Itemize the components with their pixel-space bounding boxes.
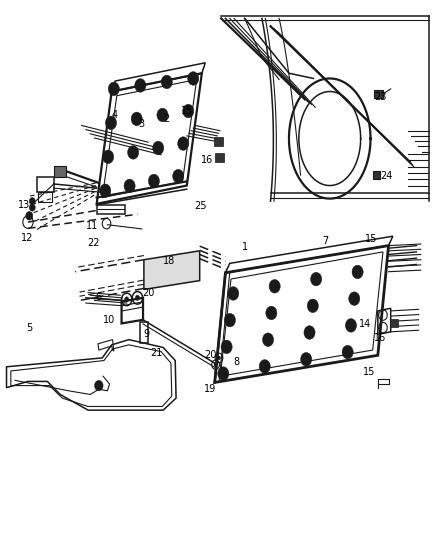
Circle shape — [152, 141, 164, 155]
Circle shape — [127, 146, 139, 159]
Text: 7: 7 — [322, 237, 328, 246]
Text: 21: 21 — [151, 348, 163, 358]
Text: 23: 23 — [374, 92, 386, 102]
Text: 2: 2 — [163, 114, 170, 124]
Circle shape — [187, 71, 199, 85]
Text: 8: 8 — [233, 357, 239, 367]
Polygon shape — [144, 251, 200, 289]
Circle shape — [224, 313, 236, 327]
Bar — [54, 166, 66, 176]
Circle shape — [124, 179, 135, 192]
Circle shape — [95, 381, 103, 391]
Circle shape — [342, 345, 353, 359]
Bar — [373, 172, 380, 179]
Circle shape — [269, 279, 280, 293]
Circle shape — [106, 116, 117, 130]
Circle shape — [131, 112, 142, 126]
Text: 12: 12 — [21, 233, 33, 243]
Text: 16: 16 — [374, 333, 386, 343]
Text: 14: 14 — [359, 319, 371, 329]
Text: 6: 6 — [96, 292, 102, 302]
Bar — [214, 137, 223, 147]
Circle shape — [218, 367, 229, 381]
Circle shape — [108, 82, 120, 96]
Circle shape — [214, 362, 217, 367]
Circle shape — [102, 150, 114, 164]
Circle shape — [262, 333, 274, 346]
Text: 10: 10 — [103, 315, 116, 325]
Text: 20: 20 — [142, 288, 154, 297]
Text: 18: 18 — [162, 256, 175, 266]
Circle shape — [178, 137, 189, 150]
Circle shape — [26, 212, 33, 220]
Circle shape — [100, 184, 111, 198]
Text: 3: 3 — [138, 119, 144, 130]
Text: 5: 5 — [26, 323, 32, 333]
Text: 24: 24 — [380, 171, 392, 181]
Text: 16: 16 — [201, 156, 213, 165]
Text: 11: 11 — [86, 221, 99, 231]
Circle shape — [228, 287, 239, 300]
Circle shape — [29, 198, 35, 205]
Circle shape — [304, 326, 315, 340]
Text: 15: 15 — [365, 234, 378, 244]
Bar — [36, 177, 54, 192]
Text: 4: 4 — [112, 110, 118, 120]
Bar — [374, 90, 383, 98]
Circle shape — [148, 174, 159, 188]
Circle shape — [346, 319, 357, 332]
Text: 1: 1 — [242, 242, 248, 252]
Circle shape — [161, 75, 173, 88]
Text: 22: 22 — [88, 238, 100, 248]
Text: 15: 15 — [180, 106, 193, 116]
Circle shape — [307, 299, 318, 313]
Circle shape — [135, 295, 140, 301]
Circle shape — [259, 360, 270, 373]
Circle shape — [266, 306, 277, 320]
Circle shape — [221, 340, 232, 354]
Bar — [390, 319, 398, 327]
Circle shape — [217, 356, 221, 360]
Text: 13: 13 — [18, 200, 30, 210]
Circle shape — [352, 265, 363, 279]
Bar — [215, 152, 224, 162]
Bar — [140, 322, 148, 343]
Circle shape — [157, 108, 168, 122]
Text: 20: 20 — [204, 350, 217, 360]
Text: 25: 25 — [194, 201, 207, 212]
Circle shape — [135, 79, 146, 92]
Bar — [38, 192, 53, 202]
Text: 19: 19 — [204, 384, 216, 394]
Circle shape — [349, 292, 360, 305]
Bar — [97, 205, 124, 214]
Circle shape — [29, 204, 35, 211]
Circle shape — [173, 169, 184, 183]
Circle shape — [311, 272, 321, 286]
Circle shape — [183, 104, 194, 118]
Text: 15: 15 — [363, 367, 375, 377]
Circle shape — [124, 297, 129, 302]
Circle shape — [300, 352, 312, 366]
Text: 9: 9 — [143, 329, 149, 340]
